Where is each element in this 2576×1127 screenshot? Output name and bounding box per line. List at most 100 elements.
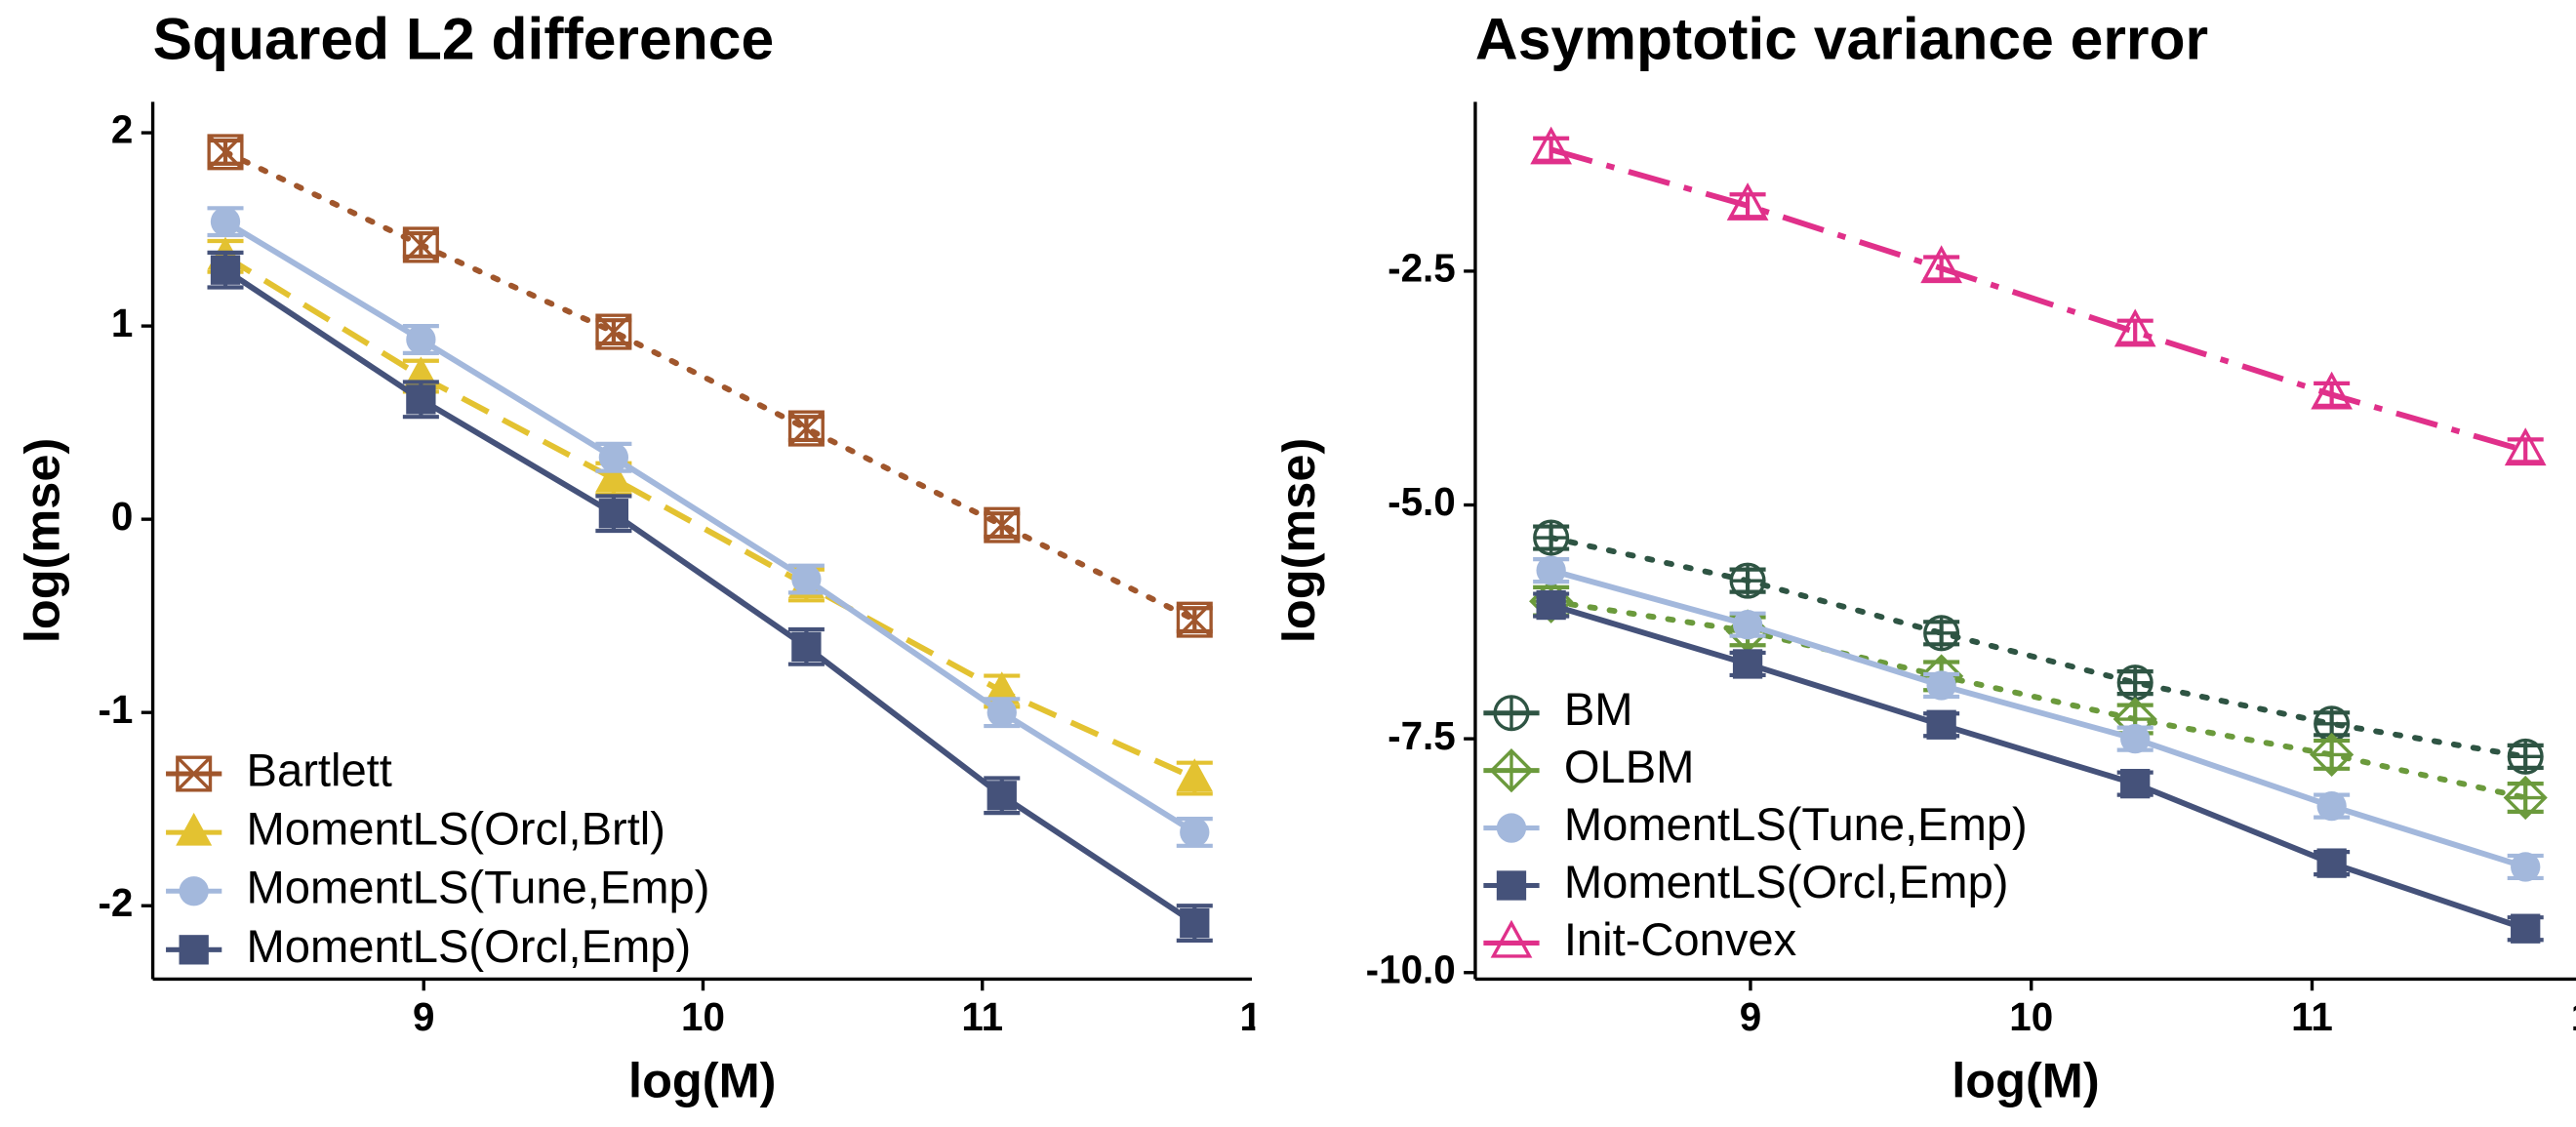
y-tick-label: -1	[98, 687, 133, 732]
data-point	[1726, 182, 1769, 221]
series-line	[1548, 535, 2529, 760]
y-tick-label: 1	[111, 301, 133, 345]
data-point	[595, 313, 632, 350]
data-point	[986, 698, 1017, 728]
x-tick-label: 10	[2009, 994, 2053, 1039]
y-axis-label: log(mse)	[15, 438, 70, 643]
legend-marker	[176, 755, 213, 792]
x-tick-label: 11	[2291, 994, 2333, 1039]
series-line	[222, 148, 1198, 624]
data-point	[2120, 768, 2151, 799]
legend-label: BM	[1564, 683, 1633, 735]
legend-label: MomentLS(Tune,Emp)	[1564, 798, 2028, 850]
error-bar	[2507, 437, 2544, 464]
y-tick-label: -10.0	[1366, 946, 1456, 991]
data-point	[1926, 709, 1956, 740]
series-line	[1550, 602, 2527, 932]
x-tick-label: 11	[961, 994, 1003, 1039]
data-point	[2507, 738, 2544, 775]
data-point	[1176, 758, 1213, 791]
legend-key	[1490, 919, 1533, 958]
legend-key	[1496, 870, 1527, 901]
legend-marker	[1493, 695, 1530, 732]
data-point	[1536, 555, 1566, 585]
series-line	[223, 267, 1196, 926]
data-point	[1729, 562, 1766, 599]
x-tick-label: 9	[1740, 994, 1761, 1039]
legend-label: MomentLS(Orcl,Emp)	[247, 920, 692, 972]
legend-marker	[176, 812, 213, 846]
series-line	[223, 254, 1196, 782]
x-tick-label: 9	[413, 994, 434, 1039]
legend-key	[176, 812, 213, 846]
data-point	[986, 781, 1017, 811]
data-point	[1732, 649, 1763, 679]
legend-marker	[1489, 748, 1534, 793]
error-bar	[1533, 136, 1570, 163]
data-point	[1920, 245, 1962, 284]
data-point	[984, 506, 1021, 543]
data-point	[2503, 775, 2548, 821]
y-tick-label: -7.5	[1388, 713, 1456, 758]
legend-key	[1489, 748, 1534, 793]
data-point	[598, 442, 629, 472]
data-point	[791, 564, 822, 594]
data-point	[1530, 126, 1573, 165]
data-point	[2311, 371, 2354, 410]
error-bar	[2116, 318, 2153, 345]
x-tick-label: 12	[2571, 994, 2576, 1039]
data-point	[595, 459, 632, 493]
data-point	[406, 384, 436, 415]
legend-marker	[1496, 813, 1527, 843]
chart-title: Asymptotic variance error	[1475, 6, 2208, 72]
data-point	[1180, 817, 1210, 848]
legend-marker	[1490, 919, 1533, 958]
legend-key	[179, 935, 209, 965]
panel: Asymptotic variance error log(M) log(mse) 9…	[1269, 6, 2576, 1108]
x-axis-label: log(M)	[1952, 1053, 2099, 1108]
legend-key	[176, 755, 213, 792]
data-point	[787, 410, 825, 447]
data-point	[2316, 848, 2347, 878]
data-point	[1732, 610, 1763, 640]
x-axis-label: log(M)	[628, 1053, 776, 1108]
data-point	[402, 226, 439, 263]
error-bar	[1923, 255, 1960, 282]
series-line	[1550, 567, 2527, 870]
data-point	[2116, 664, 2153, 702]
data-point	[1926, 670, 1956, 701]
data-point	[1536, 589, 1566, 621]
legend-key	[1496, 813, 1527, 843]
data-point	[207, 134, 244, 171]
error-bar	[2314, 381, 2351, 409]
legend-label: MomentLS(Tune,Emp)	[247, 862, 710, 913]
legend-marker	[179, 935, 209, 965]
data-point	[984, 671, 1021, 704]
x-tick-label: 12	[1240, 994, 1284, 1039]
data-point	[2511, 852, 2541, 882]
data-point	[791, 631, 822, 663]
legend-label: OLBM	[1564, 741, 1695, 792]
y-tick-label: 0	[111, 494, 133, 539]
data-point	[1180, 907, 1210, 939]
data-point	[2504, 427, 2547, 466]
legend-marker	[179, 876, 209, 906]
legend-label: Init-Convex	[1564, 913, 1797, 965]
y-axis-label: log(mse)	[1269, 438, 1325, 643]
data-point	[1533, 519, 1570, 556]
series-line	[1550, 146, 2527, 454]
x-tick-label: 10	[681, 994, 725, 1039]
error-bar	[1729, 192, 1766, 220]
data-point	[210, 207, 241, 237]
data-point	[1923, 615, 1960, 652]
legend-key	[1493, 695, 1530, 732]
legend-label: Bartlett	[247, 744, 392, 795]
data-point	[2511, 913, 2541, 944]
legend-key	[179, 876, 209, 906]
data-point	[406, 324, 436, 355]
chart-title: Squared L2 difference	[153, 6, 775, 72]
data-point	[2316, 790, 2347, 822]
data-point	[210, 255, 241, 285]
